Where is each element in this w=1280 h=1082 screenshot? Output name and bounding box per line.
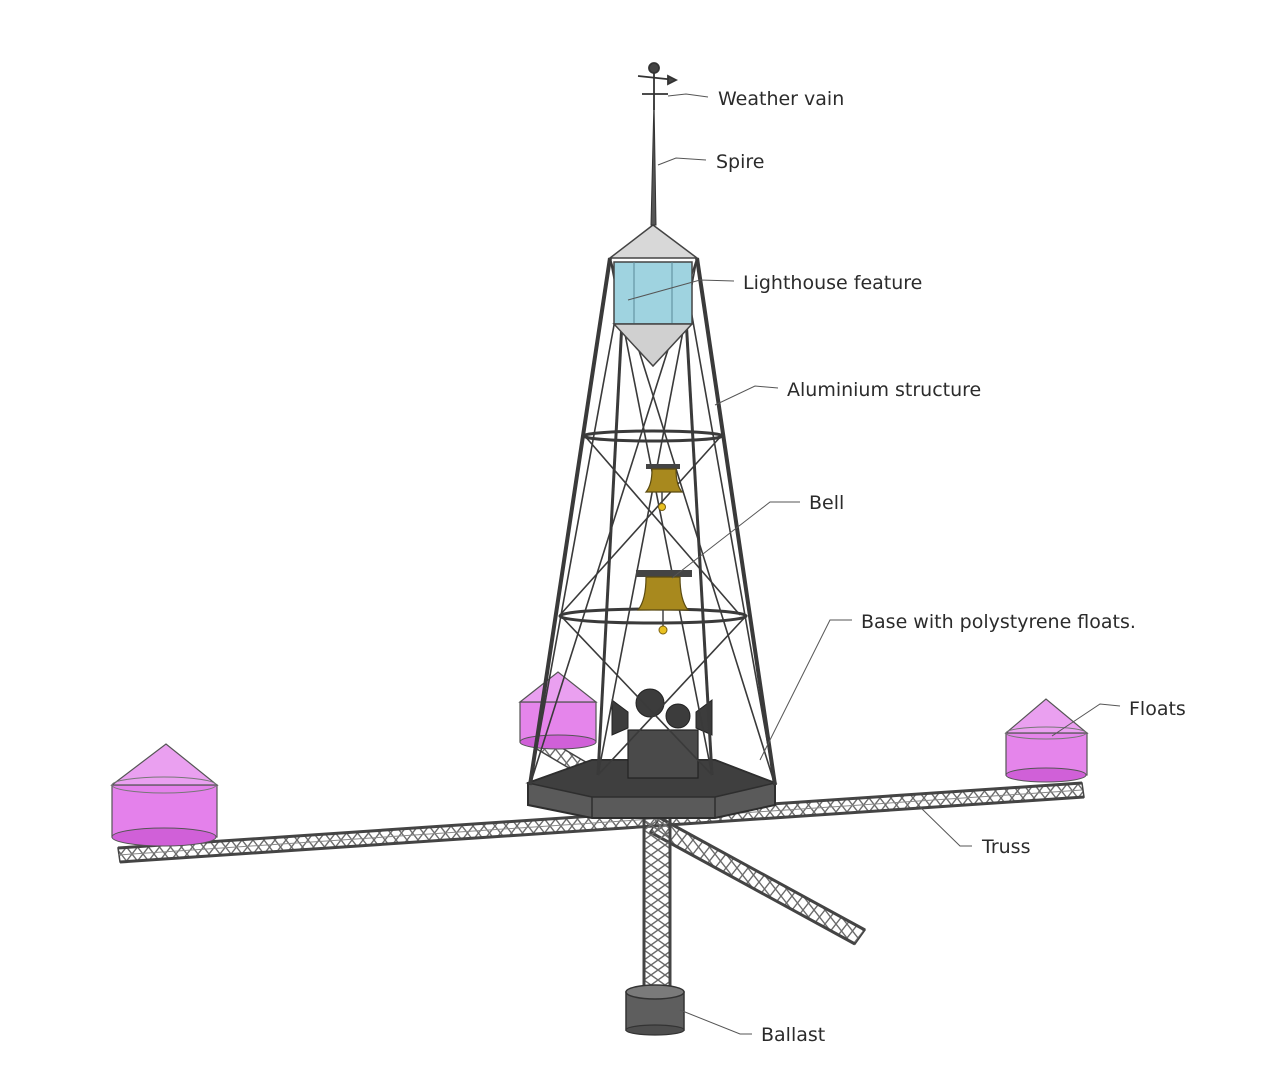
label-lighthouse-feature: Lighthouse feature	[743, 272, 922, 294]
bell-lower	[636, 570, 692, 635]
lighthouse-feature	[607, 224, 700, 368]
label-truss: Truss	[981, 836, 1030, 858]
labels: Weather vain Spire Lighthouse feature Al…	[716, 88, 1186, 1046]
label-ballast: Ballast	[761, 1024, 825, 1046]
truss-vertical	[642, 817, 672, 994]
truss-front	[648, 816, 867, 946]
label-weather-vain: Weather vain	[718, 88, 844, 110]
spire	[650, 99, 657, 226]
base-machinery	[611, 688, 713, 779]
bell-upper	[644, 464, 684, 511]
label-aluminium-structure: Aluminium structure	[787, 379, 981, 401]
float-right	[1004, 698, 1089, 783]
label-floats: Floats	[1129, 698, 1186, 720]
aluminium-tower	[528, 257, 777, 786]
leader-lines	[627, 93, 1121, 1035]
ballast	[625, 984, 685, 1036]
weather-vane-icon	[637, 62, 679, 110]
float-left	[110, 743, 219, 847]
label-bell: Bell	[809, 492, 844, 514]
label-spire: Spire	[716, 151, 764, 173]
float-back-left	[518, 671, 598, 750]
label-base: Base with polystyrene floats.	[861, 611, 1136, 633]
